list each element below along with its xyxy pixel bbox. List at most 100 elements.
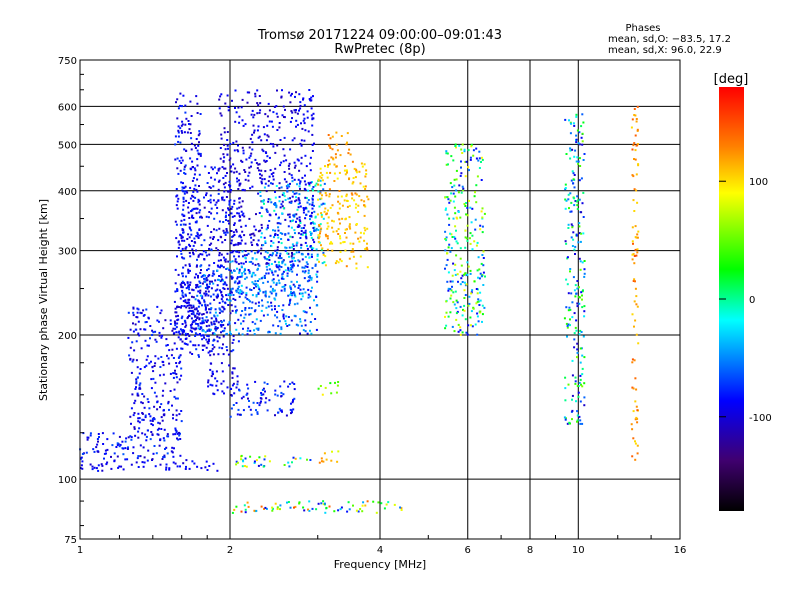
data-point xyxy=(451,285,453,288)
data-point xyxy=(270,269,273,272)
data-point xyxy=(634,377,637,380)
data-point xyxy=(233,281,236,284)
data-point xyxy=(314,229,317,232)
data-point xyxy=(192,207,195,210)
data-point xyxy=(168,467,171,470)
data-point xyxy=(182,208,185,211)
data-point xyxy=(189,227,192,230)
data-point xyxy=(481,216,484,219)
data-point xyxy=(569,192,572,195)
data-point xyxy=(201,295,204,298)
data-point xyxy=(254,158,257,161)
data-point xyxy=(198,200,201,202)
data-point xyxy=(130,422,132,425)
data-point xyxy=(201,344,204,347)
data-point xyxy=(237,285,240,288)
data-point xyxy=(189,100,192,103)
data-point xyxy=(636,233,639,236)
data-point xyxy=(288,324,291,326)
data-point xyxy=(311,267,314,270)
data-point xyxy=(576,280,579,282)
data-point xyxy=(289,293,292,296)
data-point xyxy=(257,239,260,242)
data-point xyxy=(183,342,186,345)
data-point xyxy=(120,465,123,468)
data-point xyxy=(174,268,177,271)
data-point xyxy=(232,163,235,166)
data-point xyxy=(261,299,263,302)
data-point xyxy=(216,314,219,317)
data-point xyxy=(180,420,183,423)
data-point xyxy=(323,182,326,185)
data-point xyxy=(130,407,133,410)
data-point xyxy=(634,114,637,117)
data-point xyxy=(228,185,231,188)
data-point xyxy=(330,459,333,462)
data-point xyxy=(345,217,347,220)
data-point xyxy=(300,122,302,125)
data-point xyxy=(275,213,277,216)
data-point xyxy=(179,141,182,144)
data-point xyxy=(208,211,211,213)
data-point xyxy=(190,310,193,313)
data-point xyxy=(311,201,314,204)
data-point xyxy=(196,149,199,152)
data-point xyxy=(146,355,149,358)
data-point xyxy=(465,160,468,163)
data-point xyxy=(281,114,284,117)
data-point xyxy=(185,306,188,309)
data-point xyxy=(457,280,459,283)
data-point xyxy=(241,214,244,217)
data-point xyxy=(153,445,156,447)
data-point xyxy=(154,338,157,341)
data-point xyxy=(204,319,207,322)
data-point xyxy=(573,248,576,251)
data-point xyxy=(227,109,230,112)
data-point xyxy=(222,266,225,269)
data-point xyxy=(223,327,226,330)
data-point xyxy=(314,318,317,320)
data-point xyxy=(302,113,305,116)
data-point xyxy=(253,333,256,336)
data-point xyxy=(188,265,191,267)
data-point xyxy=(126,448,129,450)
data-point xyxy=(183,319,186,322)
data-point xyxy=(217,169,220,172)
data-point xyxy=(306,266,309,268)
data-point xyxy=(207,216,210,219)
data-point xyxy=(182,204,185,207)
data-point xyxy=(278,407,281,410)
data-point xyxy=(458,144,461,147)
data-point xyxy=(363,200,366,203)
data-point xyxy=(162,409,165,412)
data-point xyxy=(196,264,198,267)
data-point xyxy=(263,381,266,384)
data-point xyxy=(268,109,271,112)
data-point xyxy=(207,342,210,345)
data-point xyxy=(276,144,279,147)
data-point xyxy=(211,168,214,171)
data-point xyxy=(481,231,484,234)
data-point xyxy=(290,255,293,258)
data-point xyxy=(581,290,584,293)
data-point xyxy=(299,237,302,239)
data-point xyxy=(345,193,348,196)
data-point xyxy=(281,89,283,92)
data-point xyxy=(192,327,195,330)
data-point xyxy=(181,213,184,216)
data-point xyxy=(634,418,637,421)
data-point xyxy=(132,322,134,325)
data-point xyxy=(311,143,314,146)
data-point xyxy=(195,249,197,252)
data-point xyxy=(250,241,253,244)
data-point xyxy=(632,253,635,256)
data-point xyxy=(187,298,190,301)
data-point xyxy=(568,207,570,210)
data-point xyxy=(327,209,329,212)
data-point xyxy=(218,301,221,304)
data-point xyxy=(223,143,226,146)
data-point xyxy=(631,258,634,261)
data-point xyxy=(320,176,323,179)
data-point xyxy=(335,165,338,168)
data-point xyxy=(332,230,335,233)
